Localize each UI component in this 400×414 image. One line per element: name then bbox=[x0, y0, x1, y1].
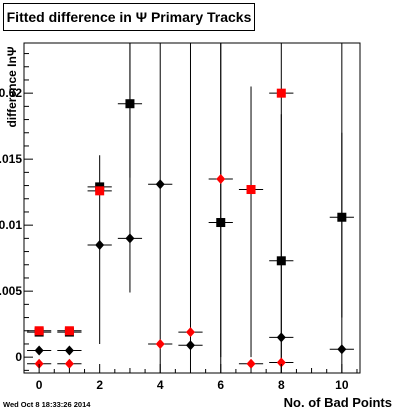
diamond-marker bbox=[34, 345, 44, 356]
diamond-marker bbox=[246, 358, 256, 369]
diamond-marker bbox=[155, 338, 165, 349]
y-tick-label: 0.02 bbox=[0, 86, 22, 100]
x-tick-label: 8 bbox=[278, 378, 285, 392]
square-marker bbox=[95, 186, 105, 196]
axes: 0 2 4 6 8 10 0 0.005 0.01 0.015 0.02 bbox=[0, 53, 358, 392]
diamond-marker bbox=[34, 358, 44, 369]
diamond-marker bbox=[216, 173, 226, 184]
diamond-marker bbox=[185, 340, 195, 351]
square-marker bbox=[337, 212, 347, 222]
y-tick-label: 0.005 bbox=[0, 284, 22, 298]
diamond-marker bbox=[64, 345, 74, 356]
title-box: Fitted difference in Ψ Primary Tracks bbox=[3, 3, 255, 31]
data-markers bbox=[34, 88, 347, 369]
y-tick-label: 0.015 bbox=[0, 152, 22, 166]
square-marker bbox=[246, 185, 256, 195]
x-axis-label: No. of Bad Points bbox=[283, 395, 392, 410]
diamond-marker bbox=[276, 357, 286, 368]
square-marker bbox=[34, 326, 44, 336]
diamond-marker bbox=[185, 327, 195, 338]
x-tick-label: 2 bbox=[96, 378, 103, 392]
square-marker bbox=[64, 326, 74, 336]
x-tick-label: 0 bbox=[36, 378, 43, 392]
diamond-marker bbox=[95, 239, 105, 250]
diamond-marker bbox=[276, 332, 286, 343]
diamond-marker bbox=[125, 233, 135, 244]
diamond-marker bbox=[155, 179, 165, 190]
y-tick-label: 0.01 bbox=[0, 218, 22, 232]
x-tick-label: 10 bbox=[335, 378, 349, 392]
diamond-marker bbox=[64, 358, 74, 369]
square-marker bbox=[276, 256, 286, 266]
square-marker bbox=[125, 99, 135, 109]
timestamp: Wed Oct 8 18:33:26 2014 bbox=[3, 400, 91, 409]
y-tick-label: 0 bbox=[15, 350, 22, 364]
x-tick-label: 6 bbox=[217, 378, 224, 392]
y-axis-title: difference InΨ bbox=[2, 40, 24, 140]
square-marker bbox=[276, 88, 286, 98]
x-tick-label: 4 bbox=[157, 378, 164, 392]
chart-title: Fitted difference in Ψ Primary Tracks bbox=[6, 9, 252, 25]
plot-frame bbox=[23, 42, 361, 374]
square-marker bbox=[216, 218, 226, 228]
y-axis-label: difference InΨ bbox=[5, 46, 19, 128]
diamond-marker bbox=[337, 344, 347, 355]
